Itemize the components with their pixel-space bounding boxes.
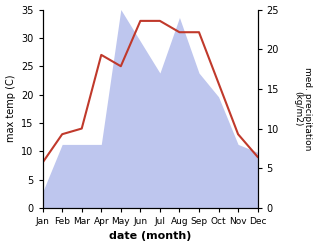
Y-axis label: max temp (C): max temp (C) xyxy=(5,75,16,143)
X-axis label: date (month): date (month) xyxy=(109,231,191,242)
Y-axis label: med. precipitation
(kg/m2): med. precipitation (kg/m2) xyxy=(293,67,313,150)
